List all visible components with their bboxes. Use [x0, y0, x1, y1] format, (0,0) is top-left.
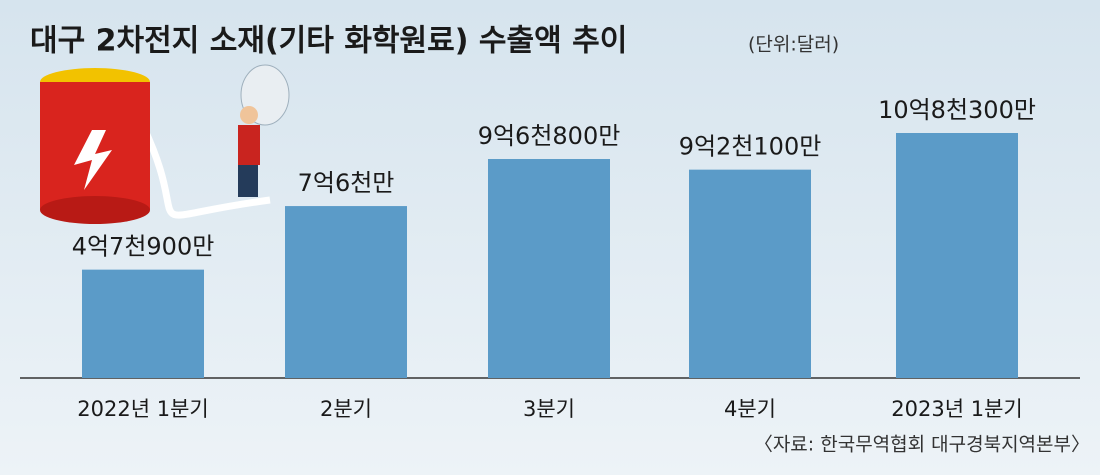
- value-label: 4억7천900만: [72, 233, 215, 261]
- chart-title: 대구 2차전지 소재(기타 화학원료) 수출액 추이: [30, 24, 627, 59]
- source: 〈자료: 한국무역협회 대구경북지역본부〉: [754, 434, 1090, 456]
- x-tick-label: 2분기: [320, 397, 372, 421]
- x-tick-label: 3분기: [523, 397, 575, 421]
- value-label: 7억6천만: [298, 169, 395, 197]
- x-tick-label: 4분기: [724, 397, 776, 421]
- value-label: 10억8천300만: [878, 96, 1036, 124]
- x-tick-label: 2022년 1분기: [77, 397, 208, 421]
- value-label: 9억6천800만: [478, 122, 621, 150]
- bar: [896, 133, 1018, 378]
- unit-note: (단위:달러): [748, 34, 839, 56]
- value-label: 9억2천100만: [679, 133, 822, 161]
- bar: [689, 169, 811, 378]
- bar: [82, 269, 204, 378]
- illustration: [40, 64, 290, 224]
- x-tick-label: 2023년 1분기: [891, 397, 1022, 421]
- bar: [488, 159, 610, 378]
- bar: [285, 206, 407, 378]
